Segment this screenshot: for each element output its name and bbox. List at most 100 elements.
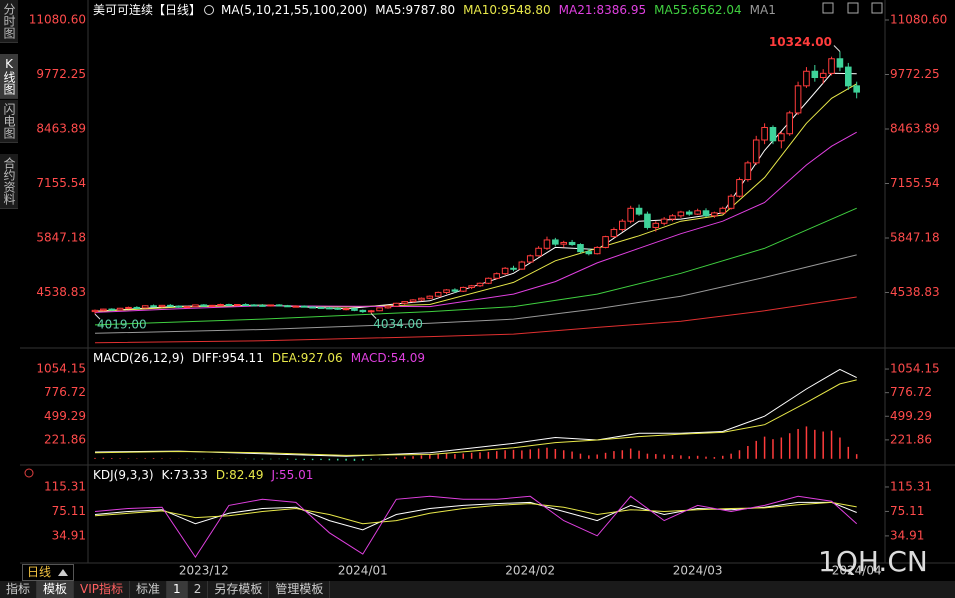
legend-entry: MA1 — [750, 3, 776, 17]
bottom-tab[interactable]: 模板 — [37, 581, 75, 598]
settings-icon[interactable] — [24, 468, 34, 478]
candle-body — [141, 305, 149, 309]
candle-body — [635, 207, 643, 215]
x-tick-label: 2023/12 — [179, 564, 229, 578]
candle-body — [794, 85, 802, 114]
candle-body — [526, 255, 534, 263]
candle-body — [376, 307, 383, 312]
y-tick-label: 1054.15 — [890, 362, 940, 376]
candle-body — [501, 267, 509, 275]
bottom-tab[interactable]: 另存模板 — [208, 581, 270, 598]
panel-header: MACD(26,12,9) DIFF:954.11 DEA:927.06 MACD:5… — [93, 351, 425, 365]
watermark: 1QH.CN — [818, 545, 928, 578]
sidebar-tab[interactable]: 分时图 — [0, 0, 18, 43]
candle-body — [677, 211, 685, 217]
window-icon[interactable] — [847, 2, 859, 14]
candle-body — [719, 207, 727, 214]
y-tick-label: 34.91 — [52, 528, 86, 542]
candle-body — [434, 291, 442, 297]
y-tick-label: 5847.18 — [36, 230, 86, 244]
candle-body — [150, 305, 157, 308]
candle-body — [560, 241, 568, 245]
candle-body — [568, 241, 576, 246]
legend-entry: MA10:9548.80 — [463, 3, 551, 17]
candle-body — [451, 289, 459, 292]
y-tick-label: 1054.15 — [36, 362, 86, 376]
candle-body — [326, 307, 333, 310]
candle-body — [200, 304, 208, 307]
low-marker — [370, 313, 377, 319]
bottom-tab[interactable]: 1 — [167, 581, 188, 598]
candle-body — [593, 246, 601, 255]
candle-body — [167, 304, 174, 307]
bottom-tab[interactable]: VIP指标 — [74, 581, 131, 598]
candle-body — [208, 304, 216, 307]
low-marker — [94, 313, 101, 320]
bottom-tab[interactable]: 2 — [188, 581, 209, 598]
add-indicator-icon — [204, 5, 215, 15]
candle-body — [811, 70, 819, 79]
panel-title: 美可可连续【日线】 — [93, 2, 201, 17]
legend-entry: MA21:8386.95 — [559, 3, 647, 17]
bottom-toolbar: 指标 模板 VIP指标 标准 1 2 另存模板 管理模板 — [0, 581, 955, 598]
candle-body — [585, 251, 593, 255]
x-tick-label: 2024/04 — [832, 564, 882, 578]
candle-body — [778, 133, 785, 142]
candle-body — [752, 139, 760, 164]
bottom-tab[interactable]: 标准 — [130, 581, 168, 598]
legend-entry: DIFF:954.11 — [192, 351, 264, 365]
candle-body — [443, 289, 450, 293]
y-tick-label: 8463.89 — [36, 121, 86, 135]
window-icon[interactable] — [822, 2, 834, 14]
y-tick-label: 4538.83 — [36, 285, 86, 299]
candle-body — [694, 210, 701, 215]
legend-entry: MA5:9787.80 — [375, 3, 455, 17]
bottom-tab[interactable]: 管理模板 — [269, 581, 331, 598]
sidebar-tab[interactable]: 闪电图 — [0, 100, 18, 143]
candle-body — [577, 244, 584, 253]
candle-body — [342, 308, 350, 311]
candle-body — [627, 207, 634, 222]
bottom-tab[interactable]: 指标 — [0, 581, 38, 598]
candle-body — [476, 282, 484, 287]
candle-body — [535, 247, 542, 257]
panel-header: 美可可连续【日线】 MA(5,10,21,55,100,200) MA5:9787.… — [93, 2, 776, 17]
candle-body — [183, 306, 191, 309]
y-tick-label: 221.86 — [44, 432, 86, 446]
y-tick-label: 9772.25 — [36, 67, 86, 81]
candle-body — [275, 304, 283, 307]
candle-body — [468, 285, 475, 288]
indicator-line — [94, 501, 857, 525]
candle-body — [418, 297, 425, 301]
period-selector[interactable]: 日线 — [22, 564, 74, 581]
sidebar-tab[interactable]: 合约资料 — [0, 154, 18, 209]
candle-body — [602, 236, 609, 248]
x-tick-label: 2024/01 — [338, 564, 388, 578]
y-tick-label: 776.72 — [44, 385, 86, 399]
candle-body — [367, 310, 375, 313]
indicator-line — [94, 254, 857, 334]
indicator-line — [94, 207, 857, 326]
y-tick-label: 7155.54 — [36, 176, 86, 190]
y-tick-label: 115.31 — [890, 479, 932, 493]
sidebar-tab[interactable]: K线图 — [0, 54, 18, 99]
window-icon[interactable] — [871, 2, 883, 14]
y-tick-label: 11080.60 — [29, 13, 86, 27]
y-tick-label: 5847.18 — [890, 230, 940, 244]
low-label: 4019.00 — [97, 318, 147, 332]
indicator-line — [94, 495, 858, 559]
panel-title: MACD(26,12,9) — [93, 351, 184, 365]
candle-body — [736, 179, 743, 197]
legend-entry: DEA:927.06 — [272, 351, 343, 365]
panel-title: KDJ(9,3,3) — [93, 468, 154, 482]
indicator-line — [94, 296, 857, 344]
candle-body — [267, 304, 275, 307]
candle-body — [401, 301, 408, 304]
indicator-line — [94, 379, 857, 456]
legend-entry: D:82.49 — [216, 468, 264, 482]
y-tick-label: 4538.83 — [890, 285, 940, 299]
candle-body — [786, 112, 794, 135]
y-tick-label: 75.11 — [890, 504, 924, 518]
candle-body — [426, 295, 434, 299]
